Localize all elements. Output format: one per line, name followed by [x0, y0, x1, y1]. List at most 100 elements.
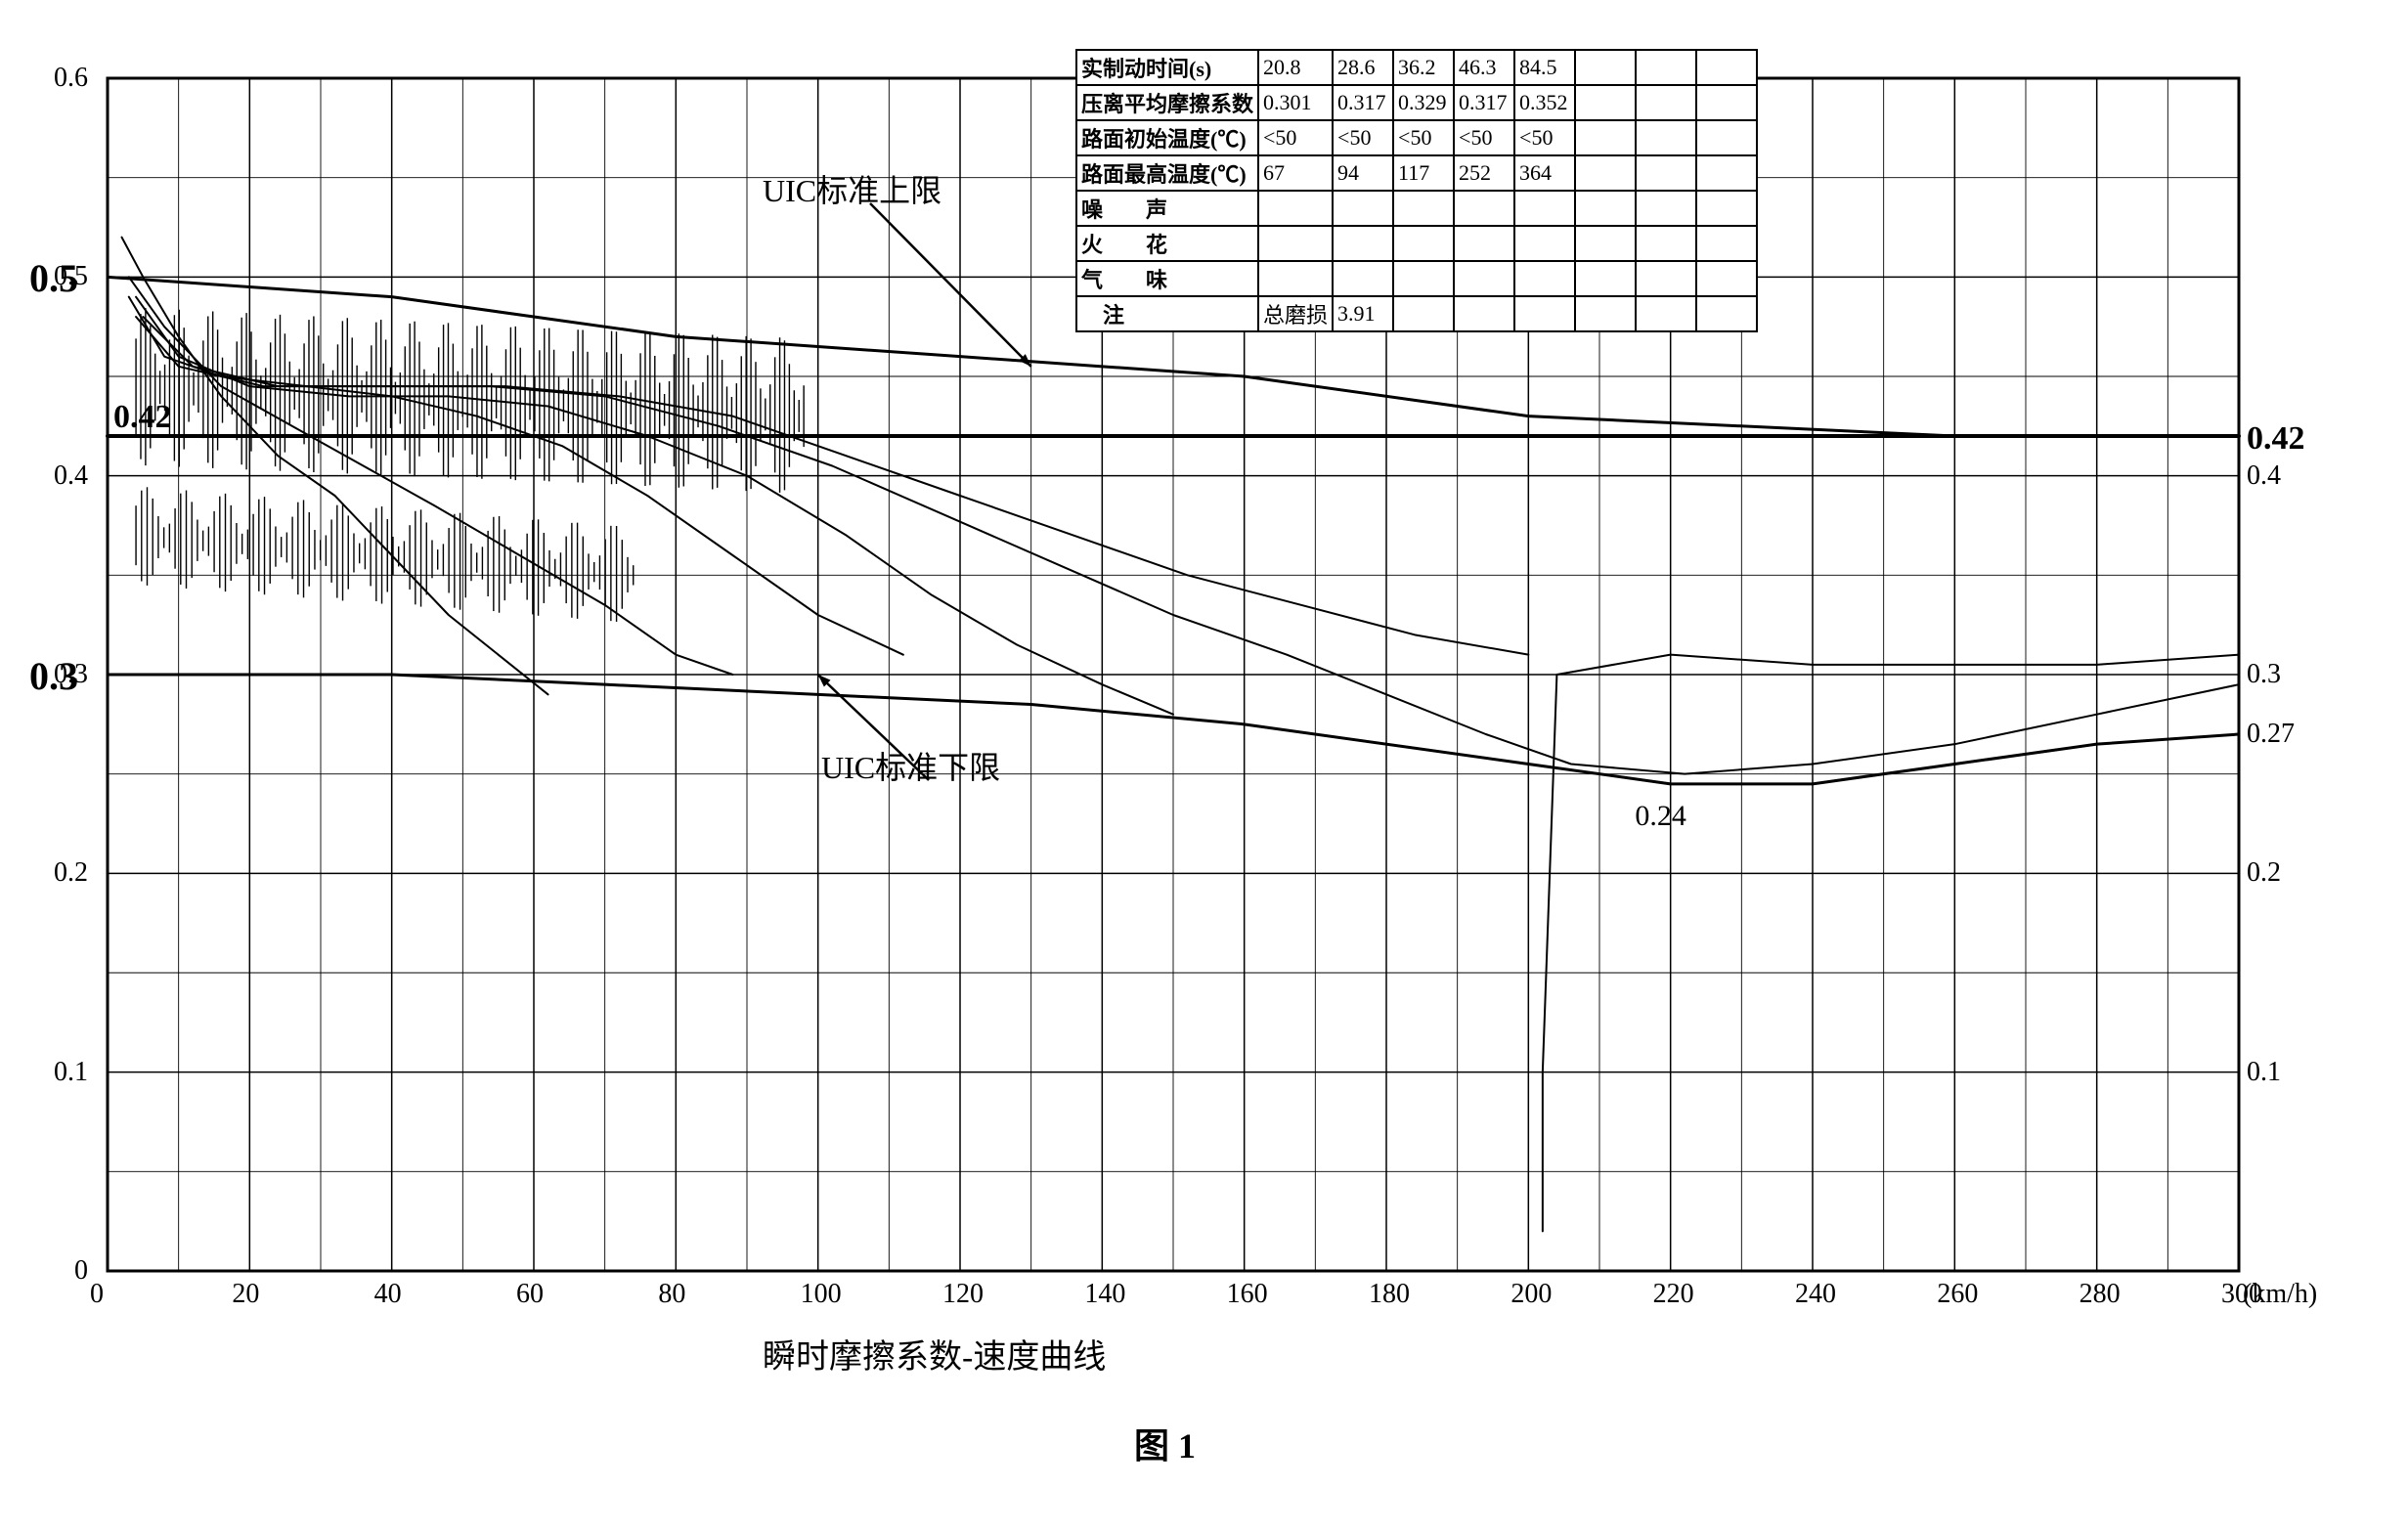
- table-cell: [1575, 191, 1636, 226]
- table-cell: <50: [1454, 120, 1514, 155]
- y-right-label: 0.27: [2247, 719, 2295, 750]
- table-cell: [1454, 226, 1514, 261]
- data-table: 实制动时间(s)20.828.636.246.384.5压离平均摩擦系数0.30…: [1075, 49, 1758, 332]
- chart-container: 0 0.1 0.2 0.3 0.4 0.5 0.6 0.5 0.3 0.42 0…: [20, 20, 2366, 1506]
- table-cell: 总磨损: [1258, 296, 1333, 331]
- x-tick-label: 100: [801, 1279, 842, 1310]
- table-cell: [1575, 120, 1636, 155]
- table-cell: [1636, 191, 1696, 226]
- table-cell: [1636, 155, 1696, 191]
- inline-mark-024: 0.24: [1635, 800, 1686, 833]
- table-cell: 364: [1514, 155, 1575, 191]
- table-cell: [1258, 191, 1333, 226]
- table-cell: 0.301: [1258, 85, 1333, 120]
- table-row-header: 气 味: [1076, 261, 1258, 296]
- table-cell: [1696, 50, 1757, 85]
- table-row: 注总磨损3.91: [1076, 296, 1757, 331]
- y-right-label: 0.2: [2247, 857, 2281, 889]
- y-mark-label: 0.5: [0, 255, 78, 301]
- y-mark-label: 0.3: [0, 653, 78, 699]
- table-cell: [1393, 226, 1454, 261]
- x-tick-label: 20: [232, 1279, 259, 1310]
- table-cell: [1636, 296, 1696, 331]
- table-cell: [1258, 226, 1333, 261]
- x-tick-label: 40: [374, 1279, 402, 1310]
- y-tick-label: 0.1: [29, 1057, 88, 1088]
- table-cell: [1636, 85, 1696, 120]
- table-cell: [1454, 261, 1514, 296]
- table-cell: [1393, 191, 1454, 226]
- table-cell: 84.5: [1514, 50, 1575, 85]
- table-row-header: 路面初始温度(℃): [1076, 120, 1258, 155]
- figure-number: 图 1: [1134, 1418, 1196, 1468]
- table-cell: 0.352: [1514, 85, 1575, 120]
- table-row: 实制动时间(s)20.828.636.246.384.5: [1076, 50, 1757, 85]
- table-cell: [1636, 226, 1696, 261]
- chart-subtitle: 瞬时摩擦系数-速度曲线: [763, 1330, 1106, 1378]
- table-row: 路面最高温度(℃)6794117252364: [1076, 155, 1757, 191]
- y-tick-label: 0.4: [29, 460, 88, 492]
- table-row-header: 压离平均摩擦系数: [1076, 85, 1258, 120]
- x-tick-label: 60: [516, 1279, 544, 1310]
- table-cell: 28.6: [1333, 50, 1393, 85]
- table-row-header: 实制动时间(s): [1076, 50, 1258, 85]
- table-cell: [1696, 155, 1757, 191]
- table-cell: <50: [1393, 120, 1454, 155]
- x-tick-label: 260: [1937, 1279, 1978, 1310]
- table-cell: 46.3: [1454, 50, 1514, 85]
- table-row: 压离平均摩擦系数0.3010.3170.3290.3170.352: [1076, 85, 1757, 120]
- table-cell: [1636, 261, 1696, 296]
- y-tick-label: 0: [29, 1255, 88, 1287]
- table-cell: [1575, 85, 1636, 120]
- table-cell: [1575, 50, 1636, 85]
- table-cell: 20.8: [1258, 50, 1333, 85]
- x-tick-label: 140: [1084, 1279, 1125, 1310]
- table-cell: [1454, 296, 1514, 331]
- table-cell: [1333, 226, 1393, 261]
- table-cell: [1636, 120, 1696, 155]
- x-tick-label: 0: [90, 1279, 104, 1310]
- table-row: 气 味: [1076, 261, 1757, 296]
- y-right-label: 0.4: [2247, 460, 2281, 492]
- y-tick-label: 0.2: [29, 857, 88, 889]
- table-cell: [1696, 226, 1757, 261]
- table-row-header: 火 花: [1076, 226, 1258, 261]
- table-cell: [1636, 50, 1696, 85]
- table-cell: 94: [1333, 155, 1393, 191]
- table-cell: [1696, 120, 1757, 155]
- table-cell: <50: [1333, 120, 1393, 155]
- x-tick-label: 120: [942, 1279, 984, 1310]
- table-row: 路面初始温度(℃)<50<50<50<50<50: [1076, 120, 1757, 155]
- table-cell: [1696, 296, 1757, 331]
- table-cell: [1454, 191, 1514, 226]
- table-cell: 0.317: [1333, 85, 1393, 120]
- table-cell: 3.91: [1333, 296, 1393, 331]
- table-cell: [1575, 261, 1636, 296]
- table-cell: [1696, 191, 1757, 226]
- table-row-header: 注: [1076, 296, 1258, 331]
- table-cell: [1575, 296, 1636, 331]
- table-cell: [1514, 296, 1575, 331]
- table-cell: [1575, 155, 1636, 191]
- table-cell: [1514, 226, 1575, 261]
- table-cell: 67: [1258, 155, 1333, 191]
- table-cell: 252: [1454, 155, 1514, 191]
- table-cell: [1333, 261, 1393, 296]
- table-cell: [1696, 261, 1757, 296]
- table-cell: 0.317: [1454, 85, 1514, 120]
- y-right-label: 0.42: [2247, 420, 2305, 458]
- y-right-label: 0.3: [2247, 659, 2281, 690]
- table-cell: [1696, 85, 1757, 120]
- table-row-header: 噪 声: [1076, 191, 1258, 226]
- x-unit-label: (km/h): [2243, 1279, 2317, 1310]
- x-tick-label: 280: [2080, 1279, 2121, 1310]
- table-cell: [1258, 261, 1333, 296]
- table-cell: [1333, 191, 1393, 226]
- table-cell: [1514, 261, 1575, 296]
- annotation-upper: UIC标准上限: [763, 166, 941, 211]
- table-cell: <50: [1258, 120, 1333, 155]
- table-cell: <50: [1514, 120, 1575, 155]
- inline-mark-042: 0.42: [113, 399, 172, 436]
- x-tick-label: 240: [1795, 1279, 1836, 1310]
- y-tick-label: 0.6: [29, 63, 88, 94]
